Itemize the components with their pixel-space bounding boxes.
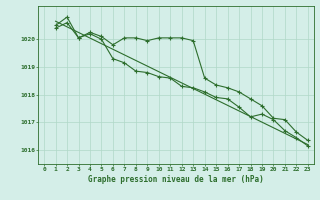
X-axis label: Graphe pression niveau de la mer (hPa): Graphe pression niveau de la mer (hPa) <box>88 175 264 184</box>
